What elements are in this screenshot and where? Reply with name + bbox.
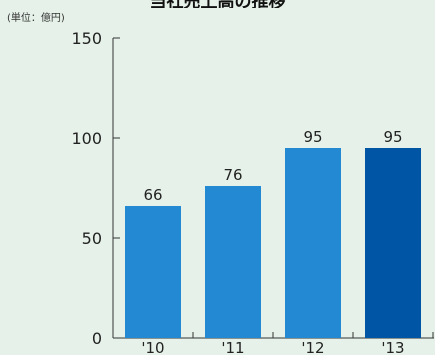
bar-value-label: 76 xyxy=(223,166,242,184)
y-tick-label: 0 xyxy=(92,329,102,348)
x-tick-label: '12 xyxy=(301,339,324,355)
x-tick-label: '13 xyxy=(381,339,404,355)
bar xyxy=(125,206,181,338)
bar-value-label: 66 xyxy=(143,186,162,204)
chart-title: 当社売上高の推移 xyxy=(0,0,435,8)
bar xyxy=(365,148,421,338)
x-tick-label: '11 xyxy=(221,339,244,355)
y-tick-label: 50 xyxy=(82,229,102,248)
bar-value-label: 95 xyxy=(383,128,402,146)
bar-value-label: 95 xyxy=(303,128,322,146)
y-tick-label: 150 xyxy=(71,29,102,48)
bar xyxy=(285,148,341,338)
bar xyxy=(205,186,261,338)
y-tick-label: 100 xyxy=(71,129,102,148)
chart-title-clip: 当社売上高の推移 xyxy=(0,0,435,8)
unit-label: (単位：億円) xyxy=(7,13,65,24)
x-tick-label: '10 xyxy=(141,339,164,355)
